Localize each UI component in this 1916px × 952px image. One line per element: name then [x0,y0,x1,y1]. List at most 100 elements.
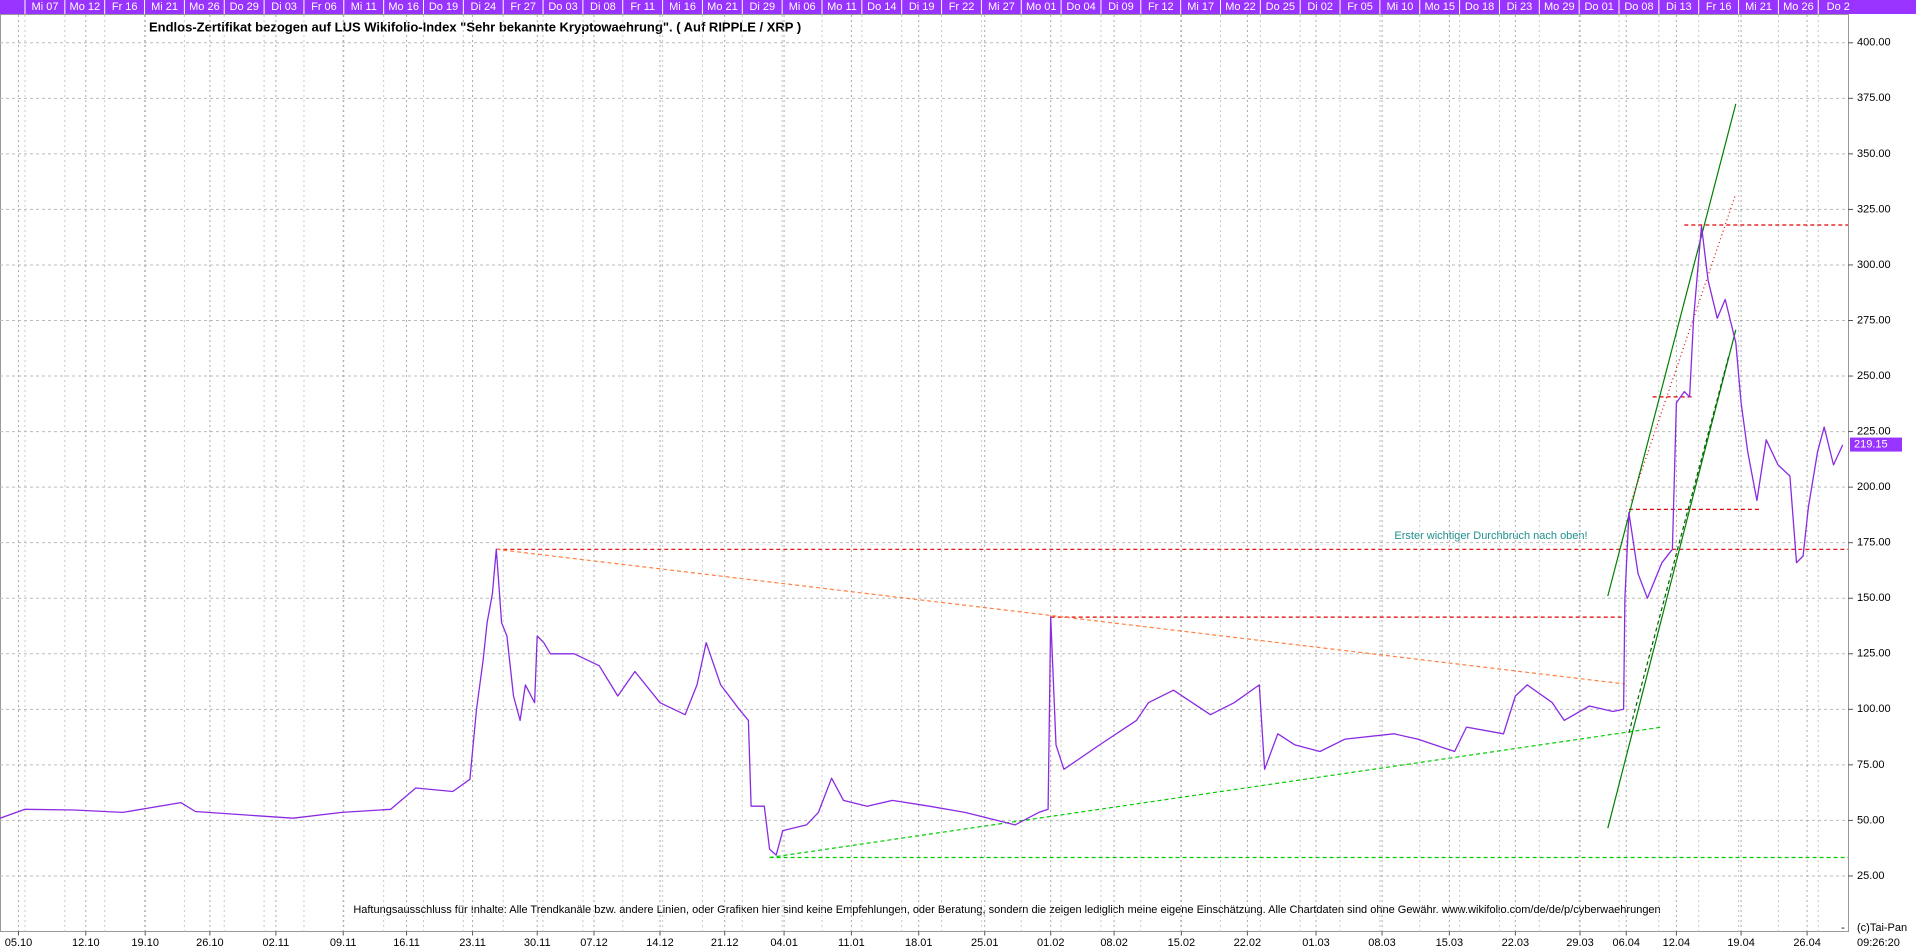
top-bar-label: Do 04 [1066,1,1095,13]
disclaimer: Haftungsausschluss für Inhalte: Alle Tre… [353,904,1660,916]
y-tick-label: 125.00 [1857,648,1891,660]
top-bar-label: Mo 22 [1225,1,1256,13]
x-tick-label: 23.11 [459,937,486,949]
y-tick-label: 400.00 [1857,37,1891,49]
y-tick-label: 75.00 [1857,759,1885,771]
y-tick-label: 25.00 [1857,870,1885,882]
price-line [0,225,1844,856]
top-bar-label: Mo 26 [189,1,220,13]
plot-frame [0,14,1849,932]
top-bar-label: Do 19 [429,1,458,13]
x-tick-label: 22.02 [1234,937,1262,949]
x-tick-label: 11.01 [838,937,865,949]
top-bar-label: Do 25 [1266,1,1295,13]
x-tick-label: 30.11 [524,937,551,949]
top-bar-label: Di 29 [749,1,775,13]
y-tick-label: 175.00 [1857,537,1891,549]
top-bar-label: Do 29 [230,1,259,13]
y-tick-label: 300.00 [1857,259,1891,271]
x-tick-label: 02.11 [263,937,290,949]
trend-line [496,548,1625,685]
top-bar-label: Do 2 [1827,1,1850,13]
top-bar-label: Do 08 [1624,1,1653,13]
x-tick-label: 14.12 [646,937,674,949]
chart-title: Endlos-Zertifikat bezogen auf LUS Wikifo… [149,19,801,34]
top-bar-label: Mo 11 [827,1,857,13]
top-bar-label: Di 24 [471,1,497,13]
time: 09:26:20 [1857,937,1900,949]
x-tick-label: 09.11 [330,937,357,949]
x-tick-label: 08.03 [1368,937,1396,949]
top-bar-label: Do 18 [1465,1,1494,13]
top-bar [0,0,1916,14]
y-tick-label: 350.00 [1857,148,1891,160]
x-tick-label: 04.01 [770,937,798,949]
top-bar-label: Mo 21 [707,1,738,13]
x-tick-label: 29.03 [1566,937,1594,949]
top-bar-label: Mo 12 [70,1,101,13]
top-bar-label: Di 13 [1666,1,1692,13]
y-tick-label: 275.00 [1857,314,1891,326]
x-tick-label: 01.02 [1037,937,1065,949]
top-bar-label: Di 09 [1108,1,1134,13]
y-tick-label: 100.00 [1857,703,1891,715]
y-tick-label: 375.00 [1857,92,1891,104]
last-value-label: 219.15 [1854,438,1888,450]
top-bar-label: Di 03 [271,1,297,13]
top-bar-label: Mo 15 [1424,1,1455,13]
x-tick-label: 19.04 [1727,937,1755,949]
x-tick-label: 19.10 [131,937,159,949]
x-tick-label: 25.01 [971,937,999,949]
x-tick-label: 05.10 [5,937,33,949]
top-bar-label: Di 23 [1507,1,1533,13]
top-bar-label: Mi 10 [1386,1,1413,13]
top-bar-label: Mi 11 [351,1,377,13]
trend-line [1607,329,1737,829]
y-tick-label: 325.00 [1857,203,1891,215]
top-bar-label: Fr 16 [1706,1,1732,13]
top-bar-label: Mi 27 [988,1,1015,13]
top-bar-label: Fr 11 [630,1,655,13]
y-tick-label: 50.00 [1857,814,1885,826]
annotation: Erster wichtiger Durchbruch nach oben! [1394,530,1587,542]
trend-line [1628,354,1730,734]
x-tick-label: 26.10 [196,937,224,949]
x-tick-label: 21.12 [711,937,739,949]
top-bar-label: Fr 05 [1347,1,1373,13]
x-tick-label: 18.01 [905,937,933,949]
trend-line [1607,103,1737,597]
copyright: (c)Tai-Pan [1857,922,1907,934]
top-bar-label: Mi 16 [669,1,696,13]
top-bar-label: Mo 29 [1544,1,1575,13]
x-tick-label: 07.12 [580,937,608,949]
top-bar-label: Do 01 [1584,1,1613,13]
top-bar-label: Di 19 [909,1,935,13]
top-bar-label: Fr 16 [112,1,138,13]
last-value-box [1850,437,1902,452]
top-bar-label: Fr 06 [311,1,337,13]
x-tick-label: 26.04 [1793,937,1821,949]
top-bar-label: Mo 26 [1783,1,1814,13]
x-tick-label: 15.03 [1436,937,1464,949]
top-bar-label: Mi 21 [1745,1,1772,13]
y-tick-label: 200.00 [1857,481,1891,493]
x-tick-label: 12.04 [1663,937,1691,949]
top-bar-label: Mi 21 [151,1,178,13]
top-bar-label: Fr 22 [949,1,975,13]
x-tick-label: 01.03 [1302,937,1330,949]
top-bar-label: Di 08 [590,1,616,13]
top-bar-label: Di 02 [1307,1,1333,13]
top-bar-label: Mo 01 [1026,1,1057,13]
trend-line [1630,193,1737,501]
x-tick-label: 12.10 [72,937,100,949]
top-bar-label: Fr 27 [510,1,536,13]
trend-line [769,726,1662,859]
x-tick-label: 22.03 [1502,937,1530,949]
top-bar-label: Mi 17 [1187,1,1214,13]
top-bar-label: Do 03 [548,1,577,13]
top-bar-label: Do 14 [867,1,896,13]
top-bar-label: Mo 16 [388,1,419,13]
x-tick-label: 08.02 [1100,937,1128,949]
x-tick-label: 06.04 [1612,937,1640,949]
